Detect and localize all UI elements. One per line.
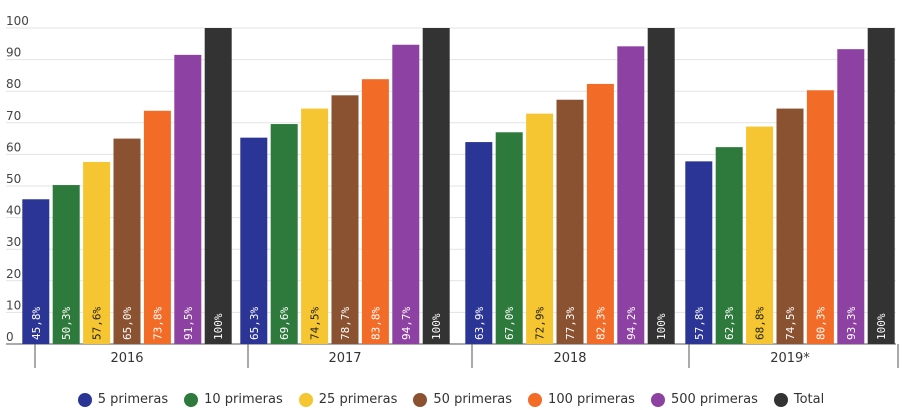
- bar: [392, 44, 420, 345]
- y-tick-label: 20: [6, 267, 21, 281]
- bar: [83, 161, 111, 344]
- bar: [867, 28, 895, 344]
- bar: [685, 161, 713, 344]
- bar-value-label: 100%: [655, 313, 668, 340]
- bar-value-label: 100%: [212, 313, 225, 340]
- bar-value-label: 74,5%: [309, 307, 322, 340]
- bar: [746, 126, 774, 344]
- bar: [556, 99, 584, 345]
- legend-label: 500 primeras: [670, 392, 758, 407]
- x-axis: 2016 2017 2018 2019*: [34, 344, 899, 368]
- bar-value-label: 83,8%: [369, 307, 382, 340]
- legend-item: 10 primeras: [184, 392, 283, 407]
- bar: [617, 46, 645, 344]
- bar: [526, 113, 554, 344]
- legend-swatch: [77, 392, 92, 407]
- legend-label: Total: [793, 392, 825, 407]
- bar-value-label: 74,5%: [784, 307, 797, 340]
- legend-swatch: [528, 392, 543, 407]
- legend-item: 50 primeras: [413, 392, 512, 407]
- bar: [361, 79, 389, 344]
- y-tick-label: 10: [6, 298, 21, 312]
- y-tick-label: 0: [6, 330, 14, 344]
- legend-swatch: [413, 392, 428, 407]
- bars: [22, 28, 895, 345]
- legend-swatch: [184, 392, 199, 407]
- x-category-label: 2016: [110, 351, 143, 366]
- bar: [174, 54, 202, 345]
- bar-value-label: 68,8%: [754, 307, 767, 340]
- x-category-label: 2019*: [770, 351, 810, 366]
- legend-item: 500 primeras: [650, 392, 758, 407]
- legend-item: 5 primeras: [77, 392, 169, 407]
- y-axis-ticks: 0 10 20 30 40 50 60 70 80 90 100: [6, 14, 29, 344]
- legend-label: 10 primeras: [204, 392, 283, 407]
- y-tick-label: 60: [6, 140, 21, 154]
- legend-item: 100 primeras: [528, 392, 635, 407]
- y-tick-label: 40: [6, 204, 21, 218]
- legend-label: 100 primeras: [548, 392, 635, 407]
- legend-item: 25 primeras: [298, 392, 398, 407]
- y-tick-label: 80: [6, 77, 21, 91]
- bar: [52, 185, 80, 344]
- bar-value-label: 69,6%: [278, 307, 291, 340]
- bar: [331, 95, 359, 344]
- bar-value-label: 65,0%: [121, 307, 134, 340]
- y-tick-label: 100: [6, 14, 29, 28]
- bar-data-labels: 45,8% 50,3% 57,6% 65,0% 73,8% 91,5% 100% 65,3% 6…: [30, 307, 888, 340]
- bar-value-label: 73,8%: [151, 307, 164, 340]
- x-category-label: 2018: [553, 351, 586, 366]
- bar-value-label: 80,3%: [814, 307, 827, 340]
- bar-value-label: 94,2%: [625, 307, 638, 340]
- y-tick-label: 50: [6, 172, 21, 186]
- bar: [270, 124, 298, 345]
- bar-value-label: 93,3%: [845, 307, 858, 340]
- bar-value-label: 100%: [430, 313, 443, 340]
- bar-value-label: 62,3%: [723, 307, 736, 340]
- legend-label: 5 primeras: [97, 392, 169, 407]
- bar-value-label: 77,3%: [564, 307, 577, 340]
- legend-swatch: [650, 392, 665, 407]
- bar: [776, 108, 804, 344]
- bar: [240, 137, 268, 344]
- bar-value-label: 57,6%: [91, 307, 104, 340]
- bar-value-label: 50,3%: [60, 307, 73, 340]
- x-category-label: 2017: [328, 351, 361, 366]
- bar: [495, 132, 523, 344]
- bar: [22, 199, 50, 344]
- bar: [465, 142, 493, 344]
- y-tick-label: 90: [6, 46, 21, 60]
- y-tick-label: 30: [6, 235, 21, 249]
- legend: 5 primeras 10 primeras 25 primeras 50 prime…: [0, 392, 902, 407]
- bar: [204, 28, 232, 344]
- bar-value-label: 65,3%: [248, 307, 261, 340]
- bar: [647, 28, 675, 344]
- legend-label: 50 primeras: [433, 392, 513, 407]
- bar: [715, 147, 743, 344]
- bar: [586, 83, 614, 344]
- bar-value-label: 94,7%: [400, 307, 413, 340]
- bar-value-label: 82,3%: [594, 307, 607, 340]
- bar-value-label: 57,8%: [693, 307, 706, 340]
- y-tick-label: 70: [6, 109, 21, 123]
- bar: [837, 49, 865, 345]
- bar: [143, 110, 171, 345]
- bar: [301, 108, 329, 344]
- bar-value-label: 78,7%: [339, 307, 352, 340]
- legend-item: Total: [773, 392, 825, 407]
- bar-chart: 0 10 20 30 40 50 60 70 80 90 100 45,8% 50,3% 57,6% 65…: [6, 14, 899, 368]
- legend-swatch: [773, 392, 788, 407]
- bar-value-label: 67,0%: [503, 307, 516, 340]
- bar-value-label: 72,9%: [534, 307, 547, 340]
- bar: [113, 138, 141, 344]
- bar-value-label: 45,8%: [30, 307, 43, 340]
- legend-swatch: [298, 392, 313, 407]
- bar-value-label: 100%: [875, 313, 888, 340]
- legend-label: 25 primeras: [318, 392, 398, 407]
- bar-value-label: 91,5%: [182, 307, 195, 340]
- bar: [422, 28, 450, 344]
- bar: [806, 90, 834, 344]
- bar-value-label: 63,9%: [473, 307, 486, 340]
